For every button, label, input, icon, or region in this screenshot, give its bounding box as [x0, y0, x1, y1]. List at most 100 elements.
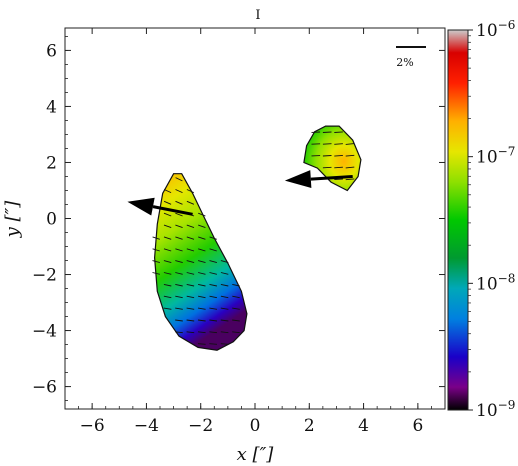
polarization-vector — [220, 319, 229, 322]
polarization-vector — [209, 283, 217, 287]
polarization-vector — [186, 283, 195, 287]
polarization-vector — [175, 189, 183, 194]
polarization-vector — [197, 343, 206, 345]
polarization-vector — [209, 260, 218, 264]
polarization-vector — [220, 331, 229, 334]
polarization-vectors — [152, 131, 355, 345]
mean-arrow-shaft — [310, 175, 353, 181]
polarization-vector — [163, 307, 172, 310]
polarization-vector — [163, 200, 172, 205]
polarization-vector — [232, 283, 240, 287]
polarization-vector — [322, 131, 332, 133]
polarization-vector — [186, 248, 195, 252]
polarization-vector — [209, 343, 218, 345]
polarization-vector — [175, 236, 183, 240]
mean-arrow-head — [127, 197, 155, 216]
polarization-vector — [198, 295, 206, 299]
region-north — [303, 125, 362, 192]
y-tick-label: 4 — [46, 97, 57, 117]
polarization-vector — [186, 295, 195, 299]
x-axis-label: x [″] — [237, 444, 275, 465]
colorbar-tick-label: 10−9 — [476, 398, 515, 421]
polarization-vector — [209, 319, 218, 322]
polarization-vector — [345, 166, 355, 169]
colorbar-ticks: 10−6 10−7 10−8 10−9 — [468, 18, 515, 421]
mean-arrow-head — [284, 170, 312, 189]
polarization-vector — [175, 248, 183, 252]
x-tick-label: 4 — [358, 416, 369, 436]
polarization-vector — [163, 236, 172, 240]
polarization-vector — [186, 272, 195, 275]
x-tick-label: 0 — [250, 416, 261, 436]
polarization-vector — [175, 283, 183, 287]
polarization-vector — [186, 236, 195, 240]
polarization-vector — [197, 331, 206, 334]
polarization-vector — [209, 331, 218, 334]
polarization-vector — [334, 154, 343, 157]
polarization-vector — [209, 236, 217, 240]
polarization-vector — [209, 307, 218, 310]
polarization-vector — [220, 272, 229, 275]
polarization-vector — [186, 331, 195, 334]
polarization-vector — [163, 248, 172, 252]
polarization-vector — [197, 319, 206, 322]
polarization-vector — [152, 236, 160, 240]
y-tick-label: 6 — [46, 41, 57, 61]
polarization-vector — [175, 200, 183, 205]
polarization-vector — [232, 307, 240, 310]
polarization-vector — [175, 331, 183, 334]
colorbar — [447, 29, 469, 411]
scale-bar: 2% — [396, 46, 426, 69]
polarization-vector — [220, 307, 229, 310]
polarization-vector — [198, 236, 206, 240]
y-tick-label: −2 — [32, 266, 57, 286]
x-axis-ticks: −6 −4 −2 0 2 4 6 — [64, 28, 446, 436]
polarization-vector — [220, 295, 229, 299]
polarization-vector — [186, 307, 195, 310]
x-tick-label: −4 — [134, 416, 159, 436]
polarization-vector — [322, 166, 332, 169]
mean-polarization-arrows — [127, 170, 353, 216]
polarization-vector — [152, 272, 161, 275]
polarization-vector — [334, 178, 343, 181]
polarization-vector — [175, 319, 183, 322]
x-tick-label: 2 — [304, 416, 315, 436]
polarization-vector — [209, 272, 218, 275]
x-tick-label: −6 — [80, 416, 105, 436]
y-tick-label: −6 — [32, 378, 57, 398]
y-axis-ticks: 6 4 2 0 −2 −4 −6 — [32, 36, 445, 401]
x-tick-label: −2 — [188, 416, 213, 436]
colorbar-tick-label: 10−6 — [476, 18, 515, 41]
polarization-vector — [175, 224, 183, 229]
polarization-vector — [322, 143, 332, 145]
polarization-vector — [175, 295, 183, 299]
polarization-vector — [334, 166, 343, 169]
polarization-vector — [197, 307, 206, 310]
polarization-vector — [163, 295, 172, 299]
polarization-vector — [232, 331, 240, 334]
polarization-vector — [163, 272, 172, 275]
polarization-vector — [175, 260, 183, 264]
polarization-vector — [209, 295, 217, 299]
polarization-vector — [163, 260, 172, 264]
polarization-vector — [198, 224, 206, 229]
polarization-vector — [334, 131, 343, 133]
polarization-vector — [163, 283, 172, 287]
emission-regions — [153, 125, 362, 351]
polarization-vector — [175, 212, 183, 217]
polarization-vector — [198, 283, 206, 287]
polarization-vector — [198, 248, 206, 252]
polarization-vector — [186, 319, 195, 322]
polarization-vector — [175, 307, 183, 310]
polarization-vector — [175, 272, 183, 275]
polarization-vector — [163, 224, 172, 229]
polarization-vector — [220, 283, 229, 287]
polarization-vector — [345, 143, 355, 145]
y-tick-label: −4 — [32, 322, 57, 342]
polarization-vector — [209, 248, 217, 252]
mean-arrow-shaft — [152, 205, 193, 216]
polarization-vector — [152, 260, 161, 264]
polarization-vector — [232, 319, 240, 322]
polarization-vector — [197, 272, 206, 275]
